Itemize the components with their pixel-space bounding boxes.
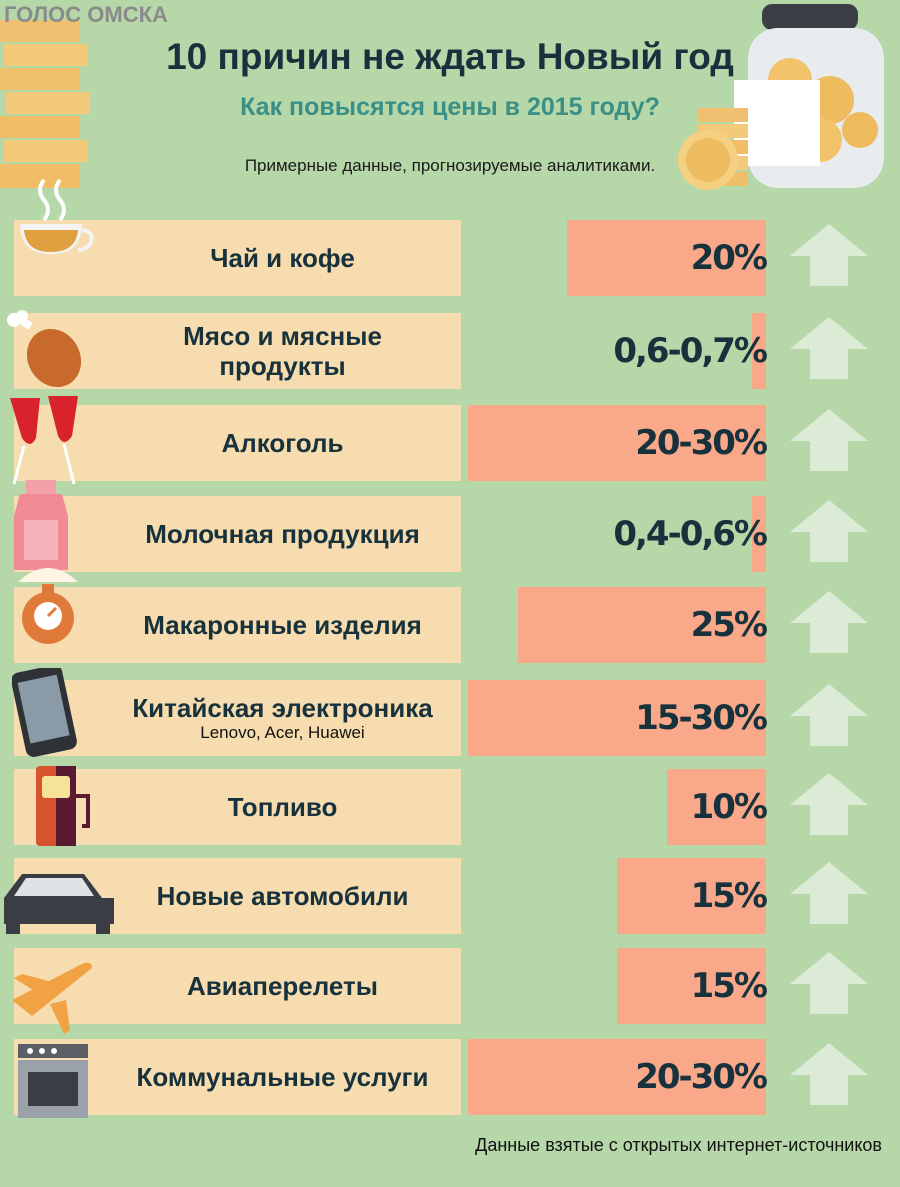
category-label-wrap: Коммунальные услуги	[104, 1039, 461, 1115]
coin-stack-right	[678, 108, 748, 190]
value-bar	[567, 220, 766, 296]
watermark: ГОЛОС ОМСКА	[4, 2, 168, 27]
category-label-wrap: Алкоголь	[104, 405, 461, 481]
decor-coins-jar	[0, 4, 884, 190]
meat-drumstick-icon	[7, 310, 82, 388]
value-label: 0,4-0,6%	[613, 514, 768, 554]
stove-icon	[18, 1044, 88, 1118]
category-label-wrap: Китайская электроника Lenovo, Acer, Huawe…	[104, 680, 461, 756]
category-label: Мясо и мясные продукты	[183, 321, 382, 381]
category-row: Коммунальные услуги	[14, 1039, 461, 1115]
category-sublabel: Lenovo, Acer, Huawei	[200, 723, 365, 742]
kitchen-scale-icon	[18, 568, 78, 644]
value-label: 15%	[690, 966, 768, 1006]
value-bar	[468, 1039, 766, 1115]
value-label: 15-30%	[635, 698, 768, 738]
fuel-pump-icon	[36, 766, 90, 846]
category-label: Авиаперелеты	[187, 971, 378, 1001]
category-label: Макаронные изделия	[143, 610, 422, 640]
milk-bottle-icon	[14, 480, 68, 570]
page-title: 10 причин не ждать Новый год	[166, 36, 734, 77]
category-row: Китайская электроника Lenovo, Acer, Huawe…	[14, 680, 461, 756]
value-label: 15%	[690, 876, 768, 916]
arrow-up-icon	[790, 409, 868, 471]
category-row: Мясо и мясные продукты	[14, 313, 461, 389]
note: Примерные данные, прогнозируемые аналити…	[244, 156, 656, 175]
category-row: Молочная продукция	[14, 496, 461, 572]
category-label-wrap: Чай и кофе	[104, 220, 461, 296]
category-label: Чай и кофе	[210, 243, 355, 273]
arrow-up-icon	[790, 862, 868, 924]
value-bar	[518, 587, 766, 663]
category-row: Макаронные изделия	[14, 587, 461, 663]
category-label-wrap: Новые автомобили	[104, 858, 461, 934]
arrow-up-icon	[790, 224, 868, 286]
category-label-wrap: Топливо	[104, 769, 461, 845]
arrow-up-icon	[790, 684, 868, 746]
arrow-up-icon	[790, 591, 868, 653]
subtitle: Как повысятся цены в 2015 году?	[240, 93, 660, 121]
value-label: 20%	[690, 238, 768, 278]
value-bar	[617, 858, 766, 934]
category-label: Топливо	[227, 792, 338, 822]
arrow-up-icon	[790, 952, 868, 1014]
arrow-up-icon	[790, 773, 868, 835]
arrow-up-icon	[790, 317, 868, 379]
value-bar	[468, 680, 766, 756]
value-label: 0,6-0,7%	[613, 331, 768, 371]
category-label-wrap: Макаронные изделия	[104, 587, 461, 663]
smartphone-icon	[12, 668, 77, 757]
category-label-wrap: Молочная продукция	[104, 496, 461, 572]
source-note: Данные взятые с открытых интернет-источн…	[475, 1135, 882, 1155]
value-bar	[667, 769, 766, 845]
value-bar	[617, 948, 766, 1024]
category-row: Алкоголь	[14, 405, 461, 481]
arrow-up-icon	[790, 1043, 868, 1105]
wine-glasses-icon	[10, 396, 78, 485]
value-label: 20-30%	[635, 1057, 768, 1097]
value-bar	[752, 496, 766, 572]
category-label: Молочная продукция	[145, 519, 420, 549]
category-label-wrap: Мясо и мясные продукты	[104, 313, 461, 389]
value-label: 20-30%	[635, 423, 768, 463]
coin-stack-left	[0, 20, 90, 188]
category-label: Новые автомобили	[156, 881, 409, 911]
category-label: Китайская электроника	[132, 693, 433, 723]
category-label: Алкоголь	[221, 428, 344, 458]
value-bar	[752, 313, 766, 389]
category-label: Коммунальные услуги	[136, 1062, 429, 1092]
category-label-wrap: Авиаперелеты	[104, 948, 461, 1024]
airplane-icon	[12, 962, 92, 1034]
car-icon	[4, 874, 114, 934]
tea-cup-icon	[20, 178, 94, 254]
value-bar	[468, 405, 766, 481]
category-row: Авиаперелеты	[14, 948, 461, 1024]
value-label: 10%	[690, 787, 768, 827]
coin-jar	[734, 4, 884, 188]
arrow-up-icon	[790, 500, 868, 562]
value-label: 25%	[690, 605, 768, 645]
